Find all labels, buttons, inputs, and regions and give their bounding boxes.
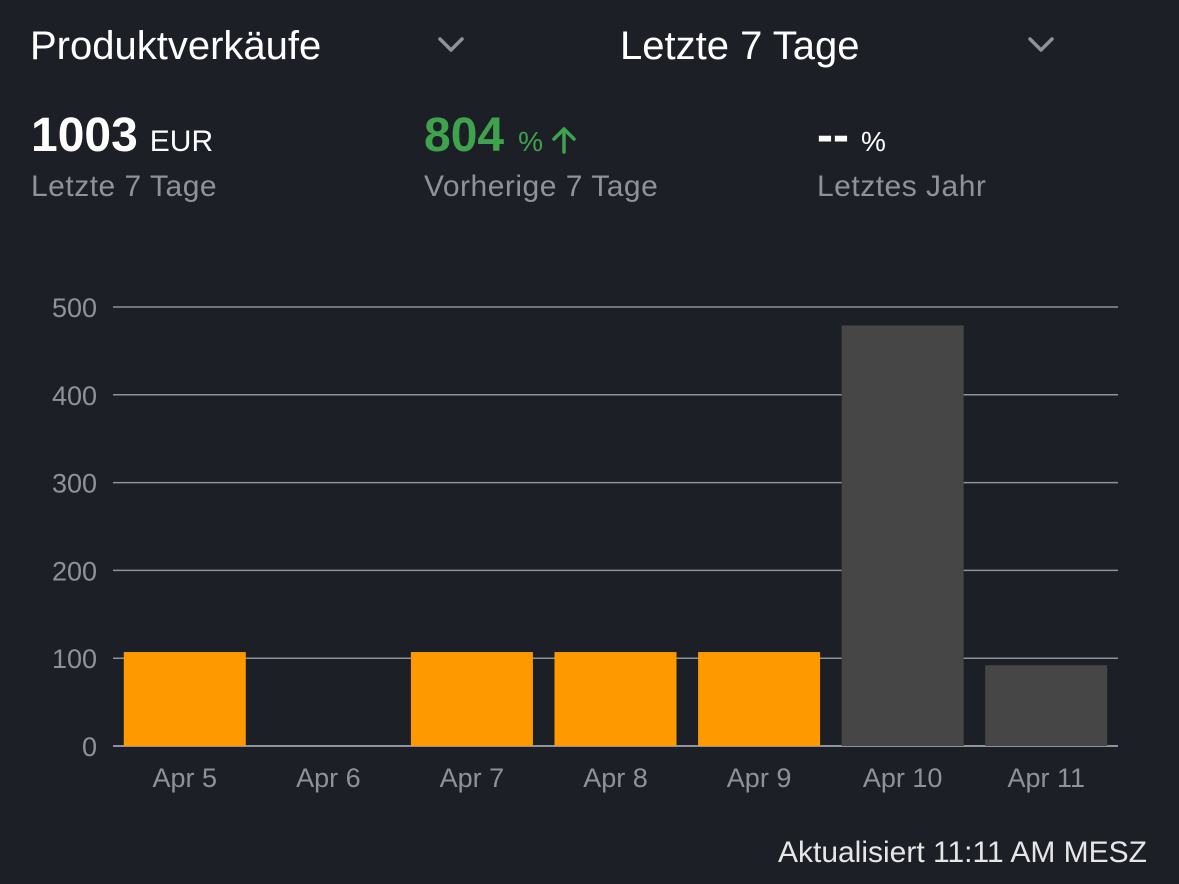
updated-timestamp: Aktualisiert 11:11 AM MESZ [777, 836, 1147, 869]
range-dropdown-label: Letzte 7 Tage [620, 23, 860, 68]
stat-unit: EUR [149, 125, 214, 158]
stat-current-period: 1003 EUR Letzte 7 Tage [31, 108, 217, 204]
stat-unit: % [860, 126, 886, 157]
bar[interactable] [410, 652, 533, 746]
metric-dropdown[interactable]: Produktverkäufe [30, 18, 470, 74]
y-tick-label: 400 [52, 381, 97, 411]
y-tick-label: 500 [52, 293, 97, 323]
chart-x-ticks: Apr 5 Apr 6 Apr 7 Apr 8 Apr 9 Apr 10 Apr 11 [153, 763, 1085, 793]
x-tick-label: Apr 8 [583, 763, 648, 793]
chevron-down-icon [1028, 37, 1054, 52]
stat-caption: Letzte 7 Tage [31, 170, 218, 203]
chart-y-ticks: 0 100 200 300 400 500 [52, 293, 97, 762]
stat-caption: Letztes Jahr [817, 170, 987, 203]
bar[interactable] [698, 652, 821, 746]
x-tick-label: Apr 5 [153, 763, 218, 793]
stat-previous-period: 804 % Vorherige 7 Tage [424, 108, 658, 204]
stat-unit: % [518, 126, 543, 157]
chart-bars [123, 325, 1108, 746]
stat-last-year: -- % Letztes Jahr [817, 108, 986, 204]
stat-value: 1003 [31, 109, 138, 162]
x-tick-label: Apr 9 [727, 763, 792, 793]
y-tick-label: 100 [52, 644, 97, 674]
x-tick-label: Apr 11 [1007, 763, 1085, 793]
bar[interactable] [985, 665, 1108, 746]
y-tick-label: 0 [82, 732, 97, 762]
stat-caption: Vorherige 7 Tage [424, 170, 659, 203]
bar[interactable] [554, 652, 677, 746]
y-tick-label: 200 [52, 556, 97, 586]
y-tick-label: 300 [52, 469, 97, 499]
x-tick-label: Apr 7 [440, 763, 505, 793]
stat-value: -- [817, 109, 849, 162]
x-tick-label: Apr 6 [296, 763, 361, 793]
bar[interactable] [123, 652, 246, 746]
bar[interactable] [841, 325, 964, 746]
arrow-up-icon [552, 127, 576, 154]
range-dropdown[interactable]: Letzte 7 Tage [620, 18, 1060, 74]
chevron-down-icon [438, 37, 464, 52]
x-tick-label: Apr 10 [863, 763, 943, 793]
metric-dropdown-label: Produktverkäufe [30, 23, 322, 68]
stat-value: 804 [424, 109, 505, 162]
